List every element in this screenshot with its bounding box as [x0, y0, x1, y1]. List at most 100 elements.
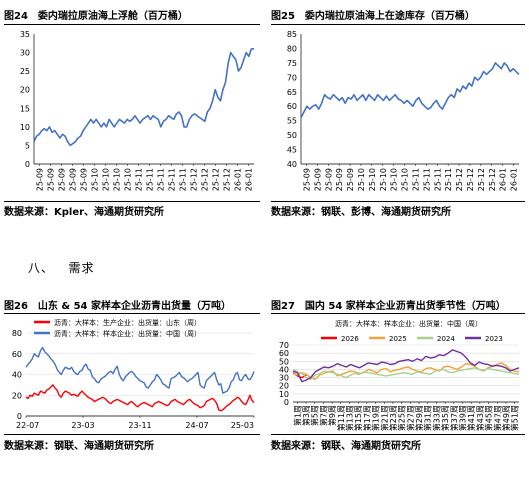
x-tick-label: 25-03 [231, 421, 254, 430]
x-tick-label: 第21周 [379, 405, 389, 431]
x-tick-label: 25-09 [324, 168, 333, 191]
y-tick-label: 20 [20, 86, 30, 95]
x-tick-label: 第27周 [405, 405, 415, 431]
y-tick-label: 10 [279, 390, 289, 399]
y-tick-label: 60 [287, 102, 297, 111]
fig26-chart: 0 20 40 60 80 22-07 23-03 23-11 24-07 25-03 沥青：大样本… [12, 318, 255, 430]
y-tick-label: 0 [17, 412, 22, 421]
fig26-source: 数据来源：钢联、海通期货研究所 [4, 441, 154, 452]
series-line [25, 346, 255, 394]
chart-subtitle: 沥青：大样本：样本企业：出货量：中国（周） [335, 319, 482, 328]
x-tick-label: 25-10 [379, 168, 388, 191]
y-tick-label: 60 [12, 350, 22, 359]
x-tick-label: 25-11 [411, 168, 420, 191]
x-tick-label: 25-09 [313, 168, 322, 191]
x-tick-label: 25-10 [113, 168, 122, 191]
y-tick-label: 85 [287, 30, 297, 39]
y-tick-label: 60 [279, 349, 289, 358]
legend-label: 2024 [437, 335, 455, 343]
x-tick-label: 第1周 [292, 405, 302, 426]
fig27-title-rule [271, 313, 525, 314]
legend-label: 沥青：大样本：样本企业：出货量：中国（周） [54, 329, 201, 338]
y-tick-label: 30 [20, 49, 30, 58]
fig25-title: 图25 委内瑞拉原油海上在途库存（百万桶） [271, 11, 475, 22]
y-tick-label: 40 [287, 160, 297, 169]
legend-label: 2026 [341, 335, 359, 343]
x-tick-label: 第25周 [397, 405, 407, 431]
x-tick-label: 第29周 [414, 405, 424, 431]
y-tick-label: 75 [287, 59, 297, 68]
x-tick-label: 第41周 [466, 405, 476, 431]
x-tick-label: 25-11 [135, 168, 144, 191]
x-tick-label: 25-10 [368, 168, 377, 191]
x-tick-label: 25-09 [302, 168, 311, 191]
y-tick-label: 45 [287, 146, 297, 155]
x-tick-label: 25-11 [157, 168, 166, 191]
y-tick-label: 35 [20, 30, 30, 39]
legend-label: 2025 [389, 335, 407, 343]
y-tick-label: 50 [287, 131, 297, 140]
y-tick-label: 70 [287, 73, 297, 82]
x-tick-label: 25-09 [335, 168, 344, 191]
x-tick-label: 25-12 [212, 168, 221, 191]
x-tick-label: 25-09 [80, 168, 89, 191]
x-tick-label: 第35周 [440, 405, 450, 431]
x-tick-label: 第19周 [371, 405, 381, 431]
series-line [33, 48, 254, 147]
fig27-source: 数据来源：钢联、海通期货研究所 [271, 441, 421, 452]
x-tick-label: 23-11 [128, 421, 151, 430]
y-tick-label: 65 [287, 88, 297, 97]
section-title: 需求 [68, 261, 95, 275]
y-tick-label: 0 [284, 398, 289, 407]
x-tick-label: 25-12 [466, 168, 475, 191]
x-tick-label: 第37周 [449, 405, 459, 431]
y-tick-label: 40 [279, 365, 289, 374]
y-tick-label: 80 [287, 44, 297, 53]
y-tick-label: 10 [20, 123, 30, 132]
x-tick-label: 23-03 [71, 421, 94, 430]
series-line [292, 349, 520, 383]
x-tick-label: 25-10 [401, 168, 410, 191]
y-tick-label: 55 [287, 117, 297, 126]
x-tick-label: 第17周 [362, 405, 372, 431]
x-tick-label: 25-11 [168, 168, 177, 191]
x-tick-label: 第51周 [510, 405, 520, 431]
series-line [300, 62, 520, 119]
y-tick-label: 40 [12, 371, 22, 380]
fig26-title-rule [4, 313, 260, 314]
fig24-title: 图24 委内瑞拉原油海上浮舱（百万桶） [4, 11, 188, 22]
x-tick-label: 26-01 [234, 168, 243, 191]
x-tick-label: 第11周 [336, 405, 346, 431]
x-tick-label: 25-10 [91, 168, 100, 191]
x-tick-label: 24-07 [185, 421, 208, 430]
x-tick-label: 第7周 [318, 405, 328, 426]
y-tick-label: 50 [279, 357, 289, 366]
x-tick-label: 第15周 [353, 405, 363, 431]
y-tick-label: 70 [279, 341, 289, 350]
x-tick-label: 第23周 [388, 405, 398, 431]
x-tick-label: 第33周 [431, 405, 441, 431]
x-tick-label: 25-11 [433, 168, 442, 191]
fig24-title-rule [4, 24, 260, 25]
x-tick-label: 25-09 [69, 168, 78, 191]
x-tick-label: 25-09 [58, 168, 67, 191]
x-tick-label: 25-12 [190, 168, 199, 191]
x-tick-label: 26-01 [499, 168, 508, 191]
fig26-title: 图26 山东 & 54 家样本企业沥青出货量（万吨） [4, 301, 231, 312]
x-tick-label: 25-09 [346, 168, 355, 191]
x-tick-label: 22-07 [16, 421, 39, 430]
series-line [25, 384, 255, 412]
section-heading: 八、 需求 [28, 259, 94, 276]
series-line [292, 367, 520, 380]
fig24-source: 数据来源：Kpler、海通期货研究所 [4, 207, 165, 218]
x-tick-label: 25-09 [36, 168, 45, 191]
x-tick-label: 26-01 [245, 168, 254, 191]
x-tick-label: 25-11 [146, 168, 155, 191]
y-tick-label: 80 [12, 329, 22, 338]
x-tick-label: 25-09 [47, 168, 56, 191]
y-tick-label: 0 [25, 160, 30, 169]
x-tick-label: 25-10 [357, 168, 366, 191]
